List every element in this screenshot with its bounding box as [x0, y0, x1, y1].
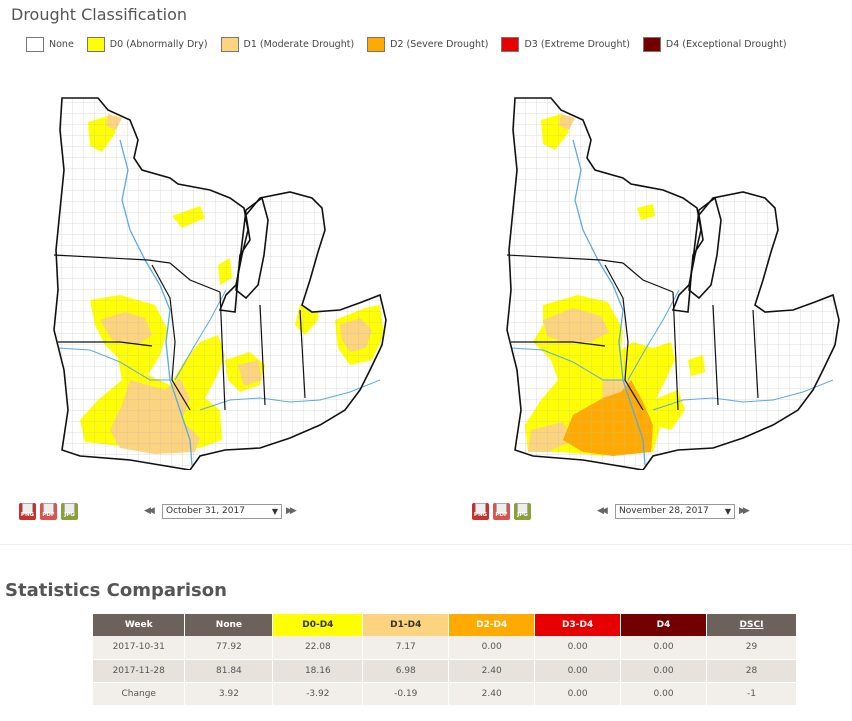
missouri-river [57, 347, 170, 381]
pdf-export-icon[interactable]: PDF [493, 502, 510, 520]
legend-swatch-d4 [642, 36, 661, 52]
header-d0-d4: D0-D4 [272, 614, 364, 636]
state-borders [53, 254, 306, 411]
table-cell: 0.00 [620, 682, 707, 706]
legend-label-d1: D1 (Moderate Drought) [243, 38, 355, 50]
illinois-river [627, 289, 680, 381]
table-cell: 2.40 [448, 659, 536, 683]
state-borders [506, 254, 759, 411]
table-cell: 2017-11-28 [93, 659, 186, 683]
drought-legend: None D0 (Abnormally Dry) D1 (Moderate Dr… [26, 36, 800, 52]
date-select-left[interactable]: October 31, 2017 ▼ [162, 503, 282, 519]
next-date-button[interactable]: ▶▶ [286, 506, 297, 516]
drought-map-2017-11-28 [503, 80, 843, 470]
header-d2-d4: D2-D4 [448, 614, 536, 636]
table-cell: 0.00 [620, 636, 707, 660]
table-cell: 3.92 [184, 682, 274, 706]
table-cell: 18.16 [272, 659, 364, 683]
date-select-right[interactable]: November 28, 2017 ▼ [615, 503, 735, 519]
header-dsci-link[interactable]: DSCI [706, 614, 797, 636]
illinois-river [174, 289, 227, 381]
legend-label-none: None [49, 38, 74, 50]
table-cell: 0.00 [534, 682, 622, 706]
chevron-down-icon: ▼ [271, 506, 278, 516]
jpg-export-label: JPG [517, 511, 528, 518]
png-export-label: PNG [20, 511, 35, 518]
table-cell: 0.00 [448, 636, 536, 660]
table-cell: 6.98 [362, 659, 450, 683]
jpg-export-label: JPG [64, 511, 75, 518]
png-export-icon[interactable]: PNG [19, 502, 36, 520]
date-select-value: November 28, 2017 [619, 506, 709, 516]
table-cell: 0.00 [534, 636, 622, 660]
table-row: 2017-10-31 77.92 22.08 7.17 0.00 0.00 0.… [93, 636, 797, 660]
previous-date-button[interactable]: ◀◀ [597, 506, 608, 516]
missouri-river [510, 347, 623, 381]
mississippi-river [572, 139, 646, 466]
legend-swatch-d1 [220, 36, 239, 52]
pdf-export-icon[interactable]: PDF [40, 502, 57, 520]
pdf-export-label: PDF [495, 511, 508, 518]
map-controls-left: PNG PDF JPG ◀◀ October 31, 2017 ▼ ▶▶ [19, 501, 300, 521]
table-cell: -1 [706, 682, 797, 706]
header-d3-d4: D3-D4 [534, 614, 622, 636]
table-cell: -0.19 [362, 682, 450, 706]
export-group-right: PNG PDF JPG [472, 502, 597, 520]
legend-item-none: None [26, 36, 74, 52]
legend-label-d0: D0 (Abnormally Dry) [109, 38, 208, 50]
table-cell: 0.00 [620, 659, 707, 683]
header-d1-d4: D1-D4 [362, 614, 450, 636]
map-svg-left [53, 97, 387, 470]
legend-item-d4: D4 (Exceptional Drought) [642, 36, 787, 52]
statistics-title: Statistics Comparison [5, 580, 227, 601]
legend-swatch-d3 [501, 36, 520, 52]
legend-label-d2: D2 (Severe Drought) [390, 38, 489, 50]
chevron-down-icon: ▼ [724, 506, 731, 516]
date-select-value: October 31, 2017 [166, 506, 245, 516]
table-cell: 81.84 [184, 659, 274, 683]
legend-item-d0: D0 (Abnormally Dry) [86, 36, 208, 52]
table-row: Change 3.92 -3.92 -0.19 2.40 0.00 0.00 -… [93, 682, 797, 706]
table-cell: 22.08 [272, 636, 364, 660]
previous-date-button[interactable]: ◀◀ [144, 506, 155, 516]
page-title: Drought Classification [11, 5, 187, 24]
legend-label-d3: D3 (Extreme Drought) [524, 38, 630, 50]
table-cell: 28 [706, 659, 797, 683]
png-export-icon[interactable]: PNG [472, 502, 489, 520]
ohio-river [652, 379, 834, 411]
table-cell: 0.00 [534, 659, 622, 683]
pdf-export-label: PDF [42, 511, 55, 518]
table-cell: -3.92 [272, 682, 364, 706]
table-cell: 29 [706, 636, 797, 660]
jpg-export-icon[interactable]: JPG [514, 502, 531, 520]
mississippi-river [119, 139, 193, 466]
drought-map-2017-10-31 [50, 80, 390, 470]
header-d4: D4 [620, 614, 707, 636]
legend-swatch-d0 [86, 36, 105, 52]
table-cell: 77.92 [184, 636, 274, 660]
table-cell: 2.40 [448, 682, 536, 706]
legend-item-d2: D2 (Severe Drought) [367, 36, 489, 52]
legend-label-d4: D4 (Exceptional Drought) [665, 38, 787, 50]
jpg-export-icon[interactable]: JPG [61, 502, 78, 520]
table-cell: 7.17 [362, 636, 450, 660]
map-controls-right: PNG PDF JPG ◀◀ November 28, 2017 ▼ ▶▶ [472, 501, 753, 521]
next-date-button[interactable]: ▶▶ [739, 506, 750, 516]
map-svg-right [506, 97, 840, 470]
legend-item-d1: D1 (Moderate Drought) [220, 36, 355, 52]
export-group-left: PNG PDF JPG [19, 502, 144, 520]
table-cell: 2017-10-31 [93, 636, 186, 660]
table-header-row: Week None D0-D4 D1-D4 D2-D4 D3-D4 D4 DSC… [93, 614, 797, 636]
legend-swatch-none [26, 36, 44, 52]
legend-swatch-d2 [367, 36, 386, 52]
statistics-table: Week None D0-D4 D1-D4 D2-D4 D3-D4 D4 DSC… [93, 614, 797, 706]
section-divider [0, 544, 852, 545]
table-row: 2017-11-28 81.84 18.16 6.98 2.40 0.00 0.… [93, 659, 797, 683]
legend-item-d3: D3 (Extreme Drought) [501, 36, 630, 52]
header-none: None [184, 614, 274, 636]
ohio-river [199, 379, 381, 411]
table-cell: Change [93, 682, 186, 706]
header-week: Week [93, 614, 186, 636]
png-export-label: PNG [473, 511, 488, 518]
